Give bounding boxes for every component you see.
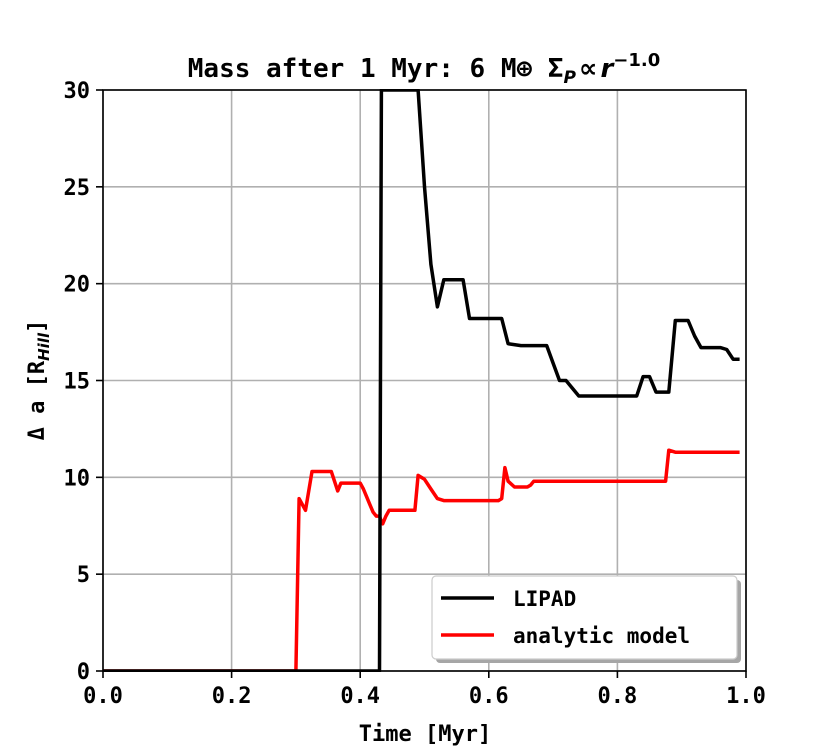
title-sub-p: P	[563, 68, 576, 88]
y-label-main: Δ a [R	[25, 360, 50, 440]
x-tick-label: 0.6	[469, 684, 509, 709]
legend-label-lipad: LIPAD	[513, 587, 576, 611]
x-tick-label: 1.0	[726, 684, 766, 709]
y-tick-label: 5	[77, 563, 90, 588]
y-tick-label: 10	[64, 466, 91, 491]
y-tick-label: 30	[64, 79, 91, 104]
y-tick-label: 15	[64, 370, 91, 395]
ticks: 0.0 0.2 0.4 0.6 0.8 1.0 0 5 10 15 20 25 30	[64, 79, 766, 709]
series-layer	[103, 89, 740, 672]
title-exp: −1.0	[613, 50, 660, 71]
title-prop: ∝	[579, 54, 598, 84]
y-label-sub: Hill	[35, 332, 53, 361]
title-r: r	[600, 54, 615, 84]
x-tick-label: 0.4	[340, 684, 380, 709]
title-main: Mass after 1 Myr: 6 M⊕ Σ	[188, 54, 564, 84]
series-line-lipad	[103, 89, 740, 672]
x-tick-label: 0.2	[212, 684, 252, 709]
y-tick-label: 25	[64, 176, 91, 201]
y-tick-label: 0	[77, 660, 90, 685]
x-tick-label: 0.0	[83, 684, 123, 709]
y-tick-label: 20	[64, 273, 91, 298]
chart-title: Mass after 1 Myr: 6 M⊕ ΣP ∝ r−1.0	[188, 50, 660, 88]
legend: LIPAD analytic model	[431, 575, 741, 663]
legend-box	[431, 575, 738, 660]
y-axis-label: Δ a [RHill]	[25, 320, 53, 441]
x-tick-label: 0.8	[598, 684, 638, 709]
series-line-analytic-model	[103, 448, 740, 672]
legend-label-analytic: analytic model	[513, 624, 690, 648]
x-axis-label: Time [Myr]	[359, 722, 491, 747]
y-label-close: ]	[25, 320, 50, 333]
